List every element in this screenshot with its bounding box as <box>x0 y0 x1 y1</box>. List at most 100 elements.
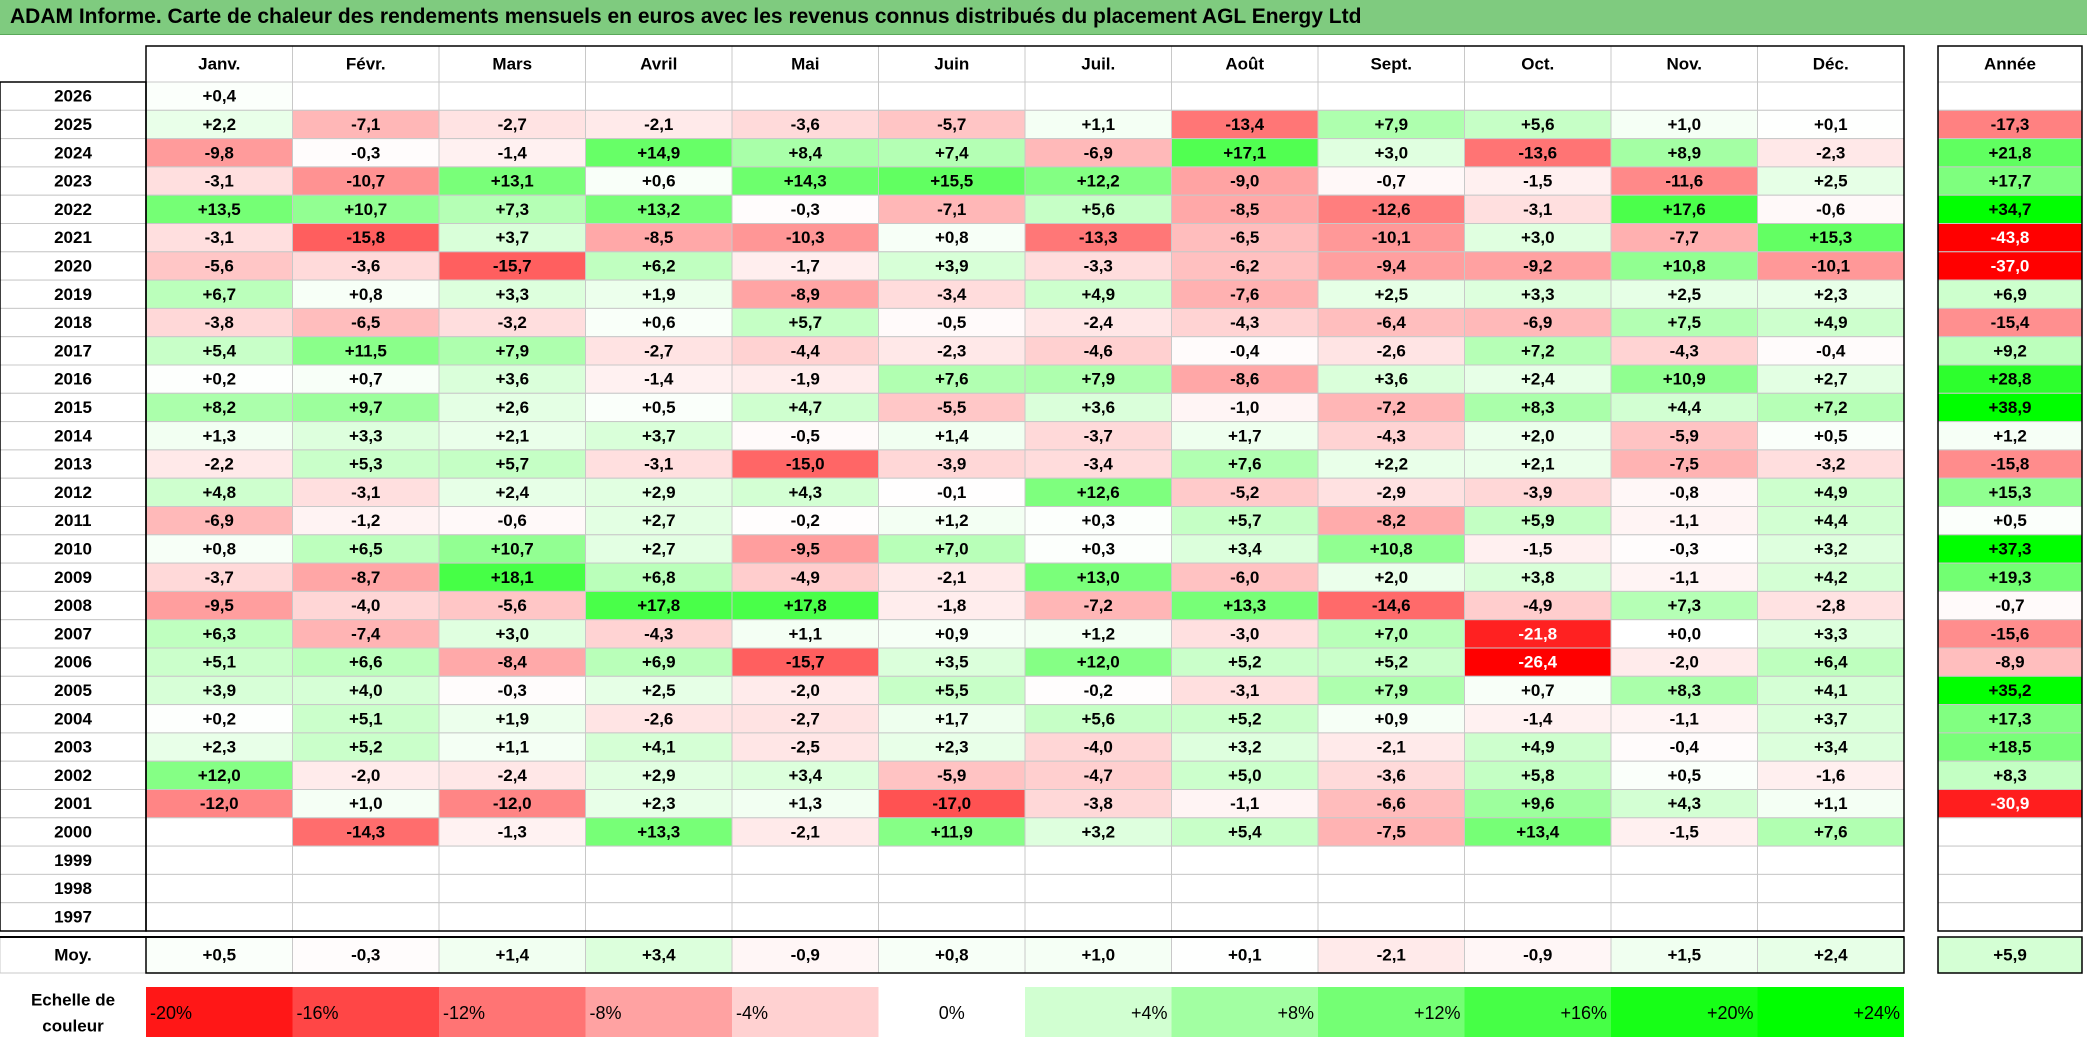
annual-cell <box>1937 534 2083 564</box>
heatmap-cell <box>1464 760 1612 791</box>
cell-value: +4,9 <box>1814 483 1848 502</box>
heatmap-cell <box>1757 364 1905 394</box>
heatmap-cell <box>145 138 293 168</box>
heatmap-cell <box>292 109 440 140</box>
cell-value: -8,5 <box>644 228 673 247</box>
cell-value: +4,9 <box>1521 738 1555 757</box>
cell-value: -26,4 <box>1518 653 1557 672</box>
heatmap-cell <box>292 449 440 479</box>
cell-value: -0,4 <box>1816 341 1846 360</box>
heatmap-cell <box>1024 138 1172 168</box>
heatmap-cell <box>585 194 733 224</box>
cell-value: +13,3 <box>1223 596 1266 615</box>
heatmap-cell <box>1171 279 1319 309</box>
cell-value: +2,3 <box>642 794 676 813</box>
cell-value: -0,5 <box>937 313 966 332</box>
cell-value: -8,4 <box>498 653 528 672</box>
heatmap-cell <box>1317 562 1465 592</box>
heatmap-cell <box>1610 845 1758 875</box>
annual-value: +19,3 <box>1988 568 2031 587</box>
cell-value: +5,2 <box>349 738 383 757</box>
cell-value: -10,3 <box>786 228 825 247</box>
cell-value: +13,0 <box>1077 568 1120 587</box>
cell-value: +2,5 <box>642 681 676 700</box>
cell-value: +6,8 <box>642 568 676 587</box>
heatmap-cell <box>1317 789 1465 819</box>
cell-value: -2,0 <box>791 681 820 700</box>
cell-value: -3,1 <box>205 228 234 247</box>
cell-value: -2,2 <box>205 455 234 474</box>
heatmap-cell <box>145 704 293 734</box>
heatmap-cell <box>292 845 440 875</box>
cell-value: -4,9 <box>791 568 820 587</box>
heatmap-cell <box>585 421 733 451</box>
cell-value: +5,4 <box>1228 822 1262 841</box>
heatmap-cell <box>438 873 586 904</box>
heatmap-cell <box>878 590 1026 621</box>
scale-swatch <box>585 987 732 1037</box>
cell-value: -2,0 <box>1670 653 1699 672</box>
cell-value: -9,2 <box>1523 256 1552 275</box>
heatmap-cell <box>1610 590 1758 621</box>
heatmap-cell <box>438 534 586 564</box>
heatmap-cell <box>438 251 586 281</box>
cell-value: -8,9 <box>791 285 820 304</box>
month-header-cell <box>1024 45 1172 83</box>
cell-value: +3,6 <box>1374 370 1408 389</box>
scale-label: couleur <box>42 1017 104 1036</box>
cell-value: +0,8 <box>935 228 969 247</box>
cell-value: -1,4 <box>644 370 674 389</box>
average-annual-value: +5,9 <box>1993 946 2027 965</box>
cell-value: -1,0 <box>1230 398 1259 417</box>
cell-value: +17,8 <box>784 596 827 615</box>
cell-value: +8,3 <box>1667 681 1701 700</box>
heatmap-cell <box>1171 194 1319 224</box>
cell-value: +12,6 <box>1077 483 1120 502</box>
cell-value: +2,2 <box>1374 455 1408 474</box>
cell-value: +0,2 <box>202 370 236 389</box>
heatmap-cell <box>1171 223 1319 253</box>
cell-value: +1,3 <box>788 794 822 813</box>
heatmap-cell <box>878 223 1026 253</box>
heatmap-cell <box>438 675 586 706</box>
cell-value: -13,6 <box>1518 143 1557 162</box>
year-total-header: Année <box>1984 55 2036 74</box>
cell-value: -0,5 <box>791 426 820 445</box>
heatmap-cell <box>878 81 1026 111</box>
cell-value: -0,7 <box>1377 172 1406 191</box>
heatmap-cell <box>1464 817 1612 847</box>
cell-value: -3,8 <box>205 313 234 332</box>
cell-value: -14,6 <box>1372 596 1411 615</box>
cell-value: +0,1 <box>1814 115 1848 134</box>
cell-value: +13,1 <box>491 172 534 191</box>
cell-value: +0,0 <box>1667 624 1701 643</box>
heatmap-cell <box>1464 477 1612 508</box>
annual-cell <box>1937 647 2083 677</box>
cell-value: -7,2 <box>1377 398 1406 417</box>
annual-cell <box>1937 845 2083 875</box>
heatmap-cell <box>292 364 440 394</box>
month-header: Juil. <box>1081 55 1115 74</box>
heatmap-cell <box>292 307 440 338</box>
cell-value: +3,0 <box>1521 228 1555 247</box>
cell-value: -15,7 <box>493 256 532 275</box>
cell-value: +1,2 <box>1081 624 1115 643</box>
scale-step-label: -8% <box>590 1003 622 1023</box>
heatmap-cell <box>1610 449 1758 479</box>
heatmap-cell <box>731 732 879 762</box>
heatmap-cell <box>1171 166 1319 196</box>
cell-value: -2,1 <box>791 822 820 841</box>
heatmap-cell <box>1171 534 1319 564</box>
cell-value: -10,1 <box>1811 256 1850 275</box>
heatmap-cell <box>145 817 293 847</box>
cell-value: +15,5 <box>930 172 973 191</box>
heatmap-cell <box>145 534 293 564</box>
scale-swatch <box>1611 987 1758 1037</box>
cell-value: -5,6 <box>205 256 234 275</box>
cell-value: +6,2 <box>642 256 676 275</box>
year-label: 2004 <box>54 709 92 728</box>
cell-value: +5,8 <box>1521 766 1555 785</box>
average-value: +0,5 <box>202 946 236 965</box>
heatmap-cell <box>731 81 879 111</box>
cell-value: +1,1 <box>788 624 822 643</box>
